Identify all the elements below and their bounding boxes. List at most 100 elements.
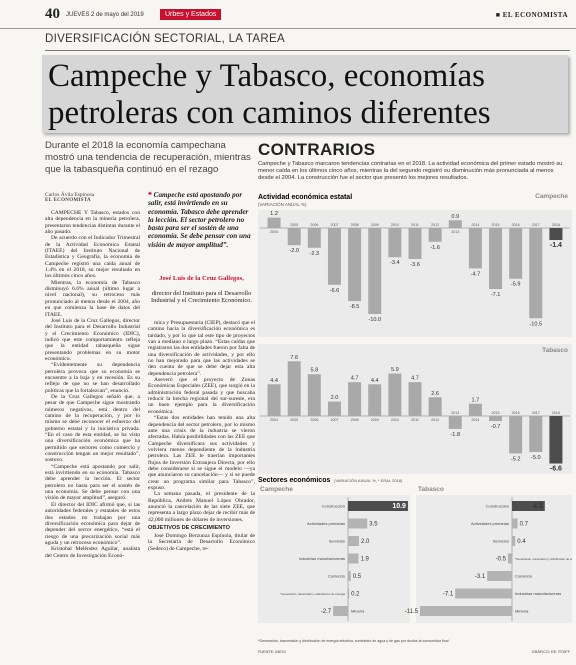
x-tick-label: 2015 xyxy=(492,223,500,227)
category-label: Industrias manufactureras xyxy=(515,591,561,596)
panel-bg xyxy=(416,495,572,623)
date: JUEVES 2 de mayo del 2019 xyxy=(66,12,144,18)
subhead: OBJETIVOS DE CRECIMIENTO xyxy=(148,525,230,531)
value-label: 1.9 xyxy=(360,557,369,563)
value-label: 4.7 xyxy=(411,376,419,382)
bar xyxy=(509,228,523,279)
bar xyxy=(348,518,368,529)
x-tick-label: 2013 xyxy=(451,411,459,415)
bar xyxy=(408,228,422,259)
panel-bg xyxy=(258,495,410,623)
value-label: 0.7 xyxy=(520,522,529,528)
bar xyxy=(327,401,341,416)
quote-mark: ❝ xyxy=(148,191,154,199)
x-tick-label: 2007 xyxy=(330,223,338,227)
bar xyxy=(448,220,462,228)
bar xyxy=(388,373,402,416)
x-tick-label: 2004 xyxy=(270,230,278,234)
x-tick-label: 2018 xyxy=(552,411,560,415)
value-label: -5.2 xyxy=(511,456,521,462)
masthead-strip: 40 JUEVES 2 de mayo del 2019 Urbes y Est… xyxy=(0,0,576,29)
quote-text: Campeche está apostando por salir, está … xyxy=(148,191,251,249)
article-column: mica y Presupuestaria (CIEP), destacó qu… xyxy=(148,320,255,662)
paragraph: De la Cruz Gallegos señaló que, a pesar … xyxy=(45,393,140,464)
category-label: Industrias manufactureras xyxy=(299,556,345,561)
value-label: -0.5 xyxy=(496,557,507,563)
x-tick-label: 2004 xyxy=(270,418,278,422)
chart-subtitle: (VARIACIÓN ANUAL %, * ERAL 2018) xyxy=(334,478,403,483)
bar xyxy=(512,501,545,511)
value-label: 0.4 xyxy=(517,539,526,545)
bar xyxy=(267,384,281,416)
bar xyxy=(267,217,281,228)
rule xyxy=(45,50,570,51)
infographic-title: CONTRARIOS xyxy=(258,140,376,159)
value-label: 0.5 xyxy=(353,574,362,580)
value-label: -5.0 xyxy=(531,455,541,461)
x-tick-label: 2005 xyxy=(290,223,298,227)
paragraph: “Evidentemente su dependencia petrolera … xyxy=(45,362,140,394)
bar xyxy=(408,382,422,416)
value-label: 4.1 xyxy=(533,503,543,510)
bar xyxy=(489,228,503,290)
category-label: Construcción xyxy=(486,504,509,509)
value-label: 2.0 xyxy=(331,395,339,401)
paragraph: José Domingo Berzunza Espínola, titular … xyxy=(148,533,255,552)
value-label: 7.6 xyxy=(290,355,298,361)
bar xyxy=(487,571,512,581)
category-label: *Generación, transmisión y distribución … xyxy=(280,592,345,596)
x-tick-label: 2017 xyxy=(532,223,540,227)
bar xyxy=(508,553,512,564)
article-column: CAMPECHE Y Tabasco, estados con alta dep… xyxy=(45,210,140,662)
x-tick-label: 2011 xyxy=(411,223,419,227)
panel-label: Campeche xyxy=(260,486,293,493)
value-label: -8.5 xyxy=(350,304,360,310)
headline: Campeche y Tabasco, economías petroleras… xyxy=(42,55,568,133)
bar xyxy=(348,571,351,581)
bar xyxy=(307,228,321,248)
panel-label: Tabasco xyxy=(542,347,568,354)
x-tick-label: 2012 xyxy=(431,223,439,227)
bar xyxy=(549,416,563,464)
value-label: -5.9 xyxy=(511,282,521,288)
panel-label: Campeche xyxy=(535,193,568,200)
value-label: -6.6 xyxy=(550,466,562,473)
value-label: -3.4 xyxy=(390,260,400,266)
bar xyxy=(428,397,442,416)
bar xyxy=(368,228,382,314)
bar xyxy=(348,228,362,302)
section-tag: Urbes y Estados xyxy=(160,9,222,20)
deck: Durante el 2018 la economía campechana m… xyxy=(45,140,251,175)
value-label: -4.7 xyxy=(471,271,481,277)
bar xyxy=(287,361,301,416)
value-label: -3.6 xyxy=(410,262,420,268)
value-label: 4.4 xyxy=(270,378,278,384)
bar xyxy=(468,228,482,269)
bar xyxy=(307,374,321,416)
value-label: 3.5 xyxy=(369,522,378,528)
value-label: -7.1 xyxy=(491,292,501,298)
bar xyxy=(368,384,382,416)
page-number: 40 xyxy=(45,6,60,22)
x-tick-label: 2016 xyxy=(512,411,520,415)
x-tick-label: 2008 xyxy=(351,418,359,422)
category-label: Actividades primarias xyxy=(307,521,345,526)
bar xyxy=(529,416,543,452)
value-label: 4.4 xyxy=(371,378,379,384)
x-tick-label: 2009 xyxy=(371,223,379,227)
paragraph: Aseveró que el proyecto de Zonas Económi… xyxy=(148,377,255,415)
chart-title: Actividad económica estatal xyxy=(258,194,352,201)
category-label: Minería xyxy=(351,609,365,614)
value-label: -10.5 xyxy=(529,321,542,327)
value-label: -10.0 xyxy=(368,317,381,323)
value-label: -1.6 xyxy=(430,245,440,251)
category-label: *Generación, transmisión y distribución … xyxy=(515,557,572,561)
category-label: Minería xyxy=(515,609,529,614)
value-label: 1.7 xyxy=(472,397,480,403)
value-label: -1.4 xyxy=(550,242,562,249)
bar xyxy=(388,228,402,258)
infographic-intro: Campeche y Tabasco marcaron tendencias c… xyxy=(258,161,563,181)
brand: ■ EL ECONOMISTA xyxy=(495,11,568,19)
value-label: -2.0 xyxy=(289,248,299,254)
